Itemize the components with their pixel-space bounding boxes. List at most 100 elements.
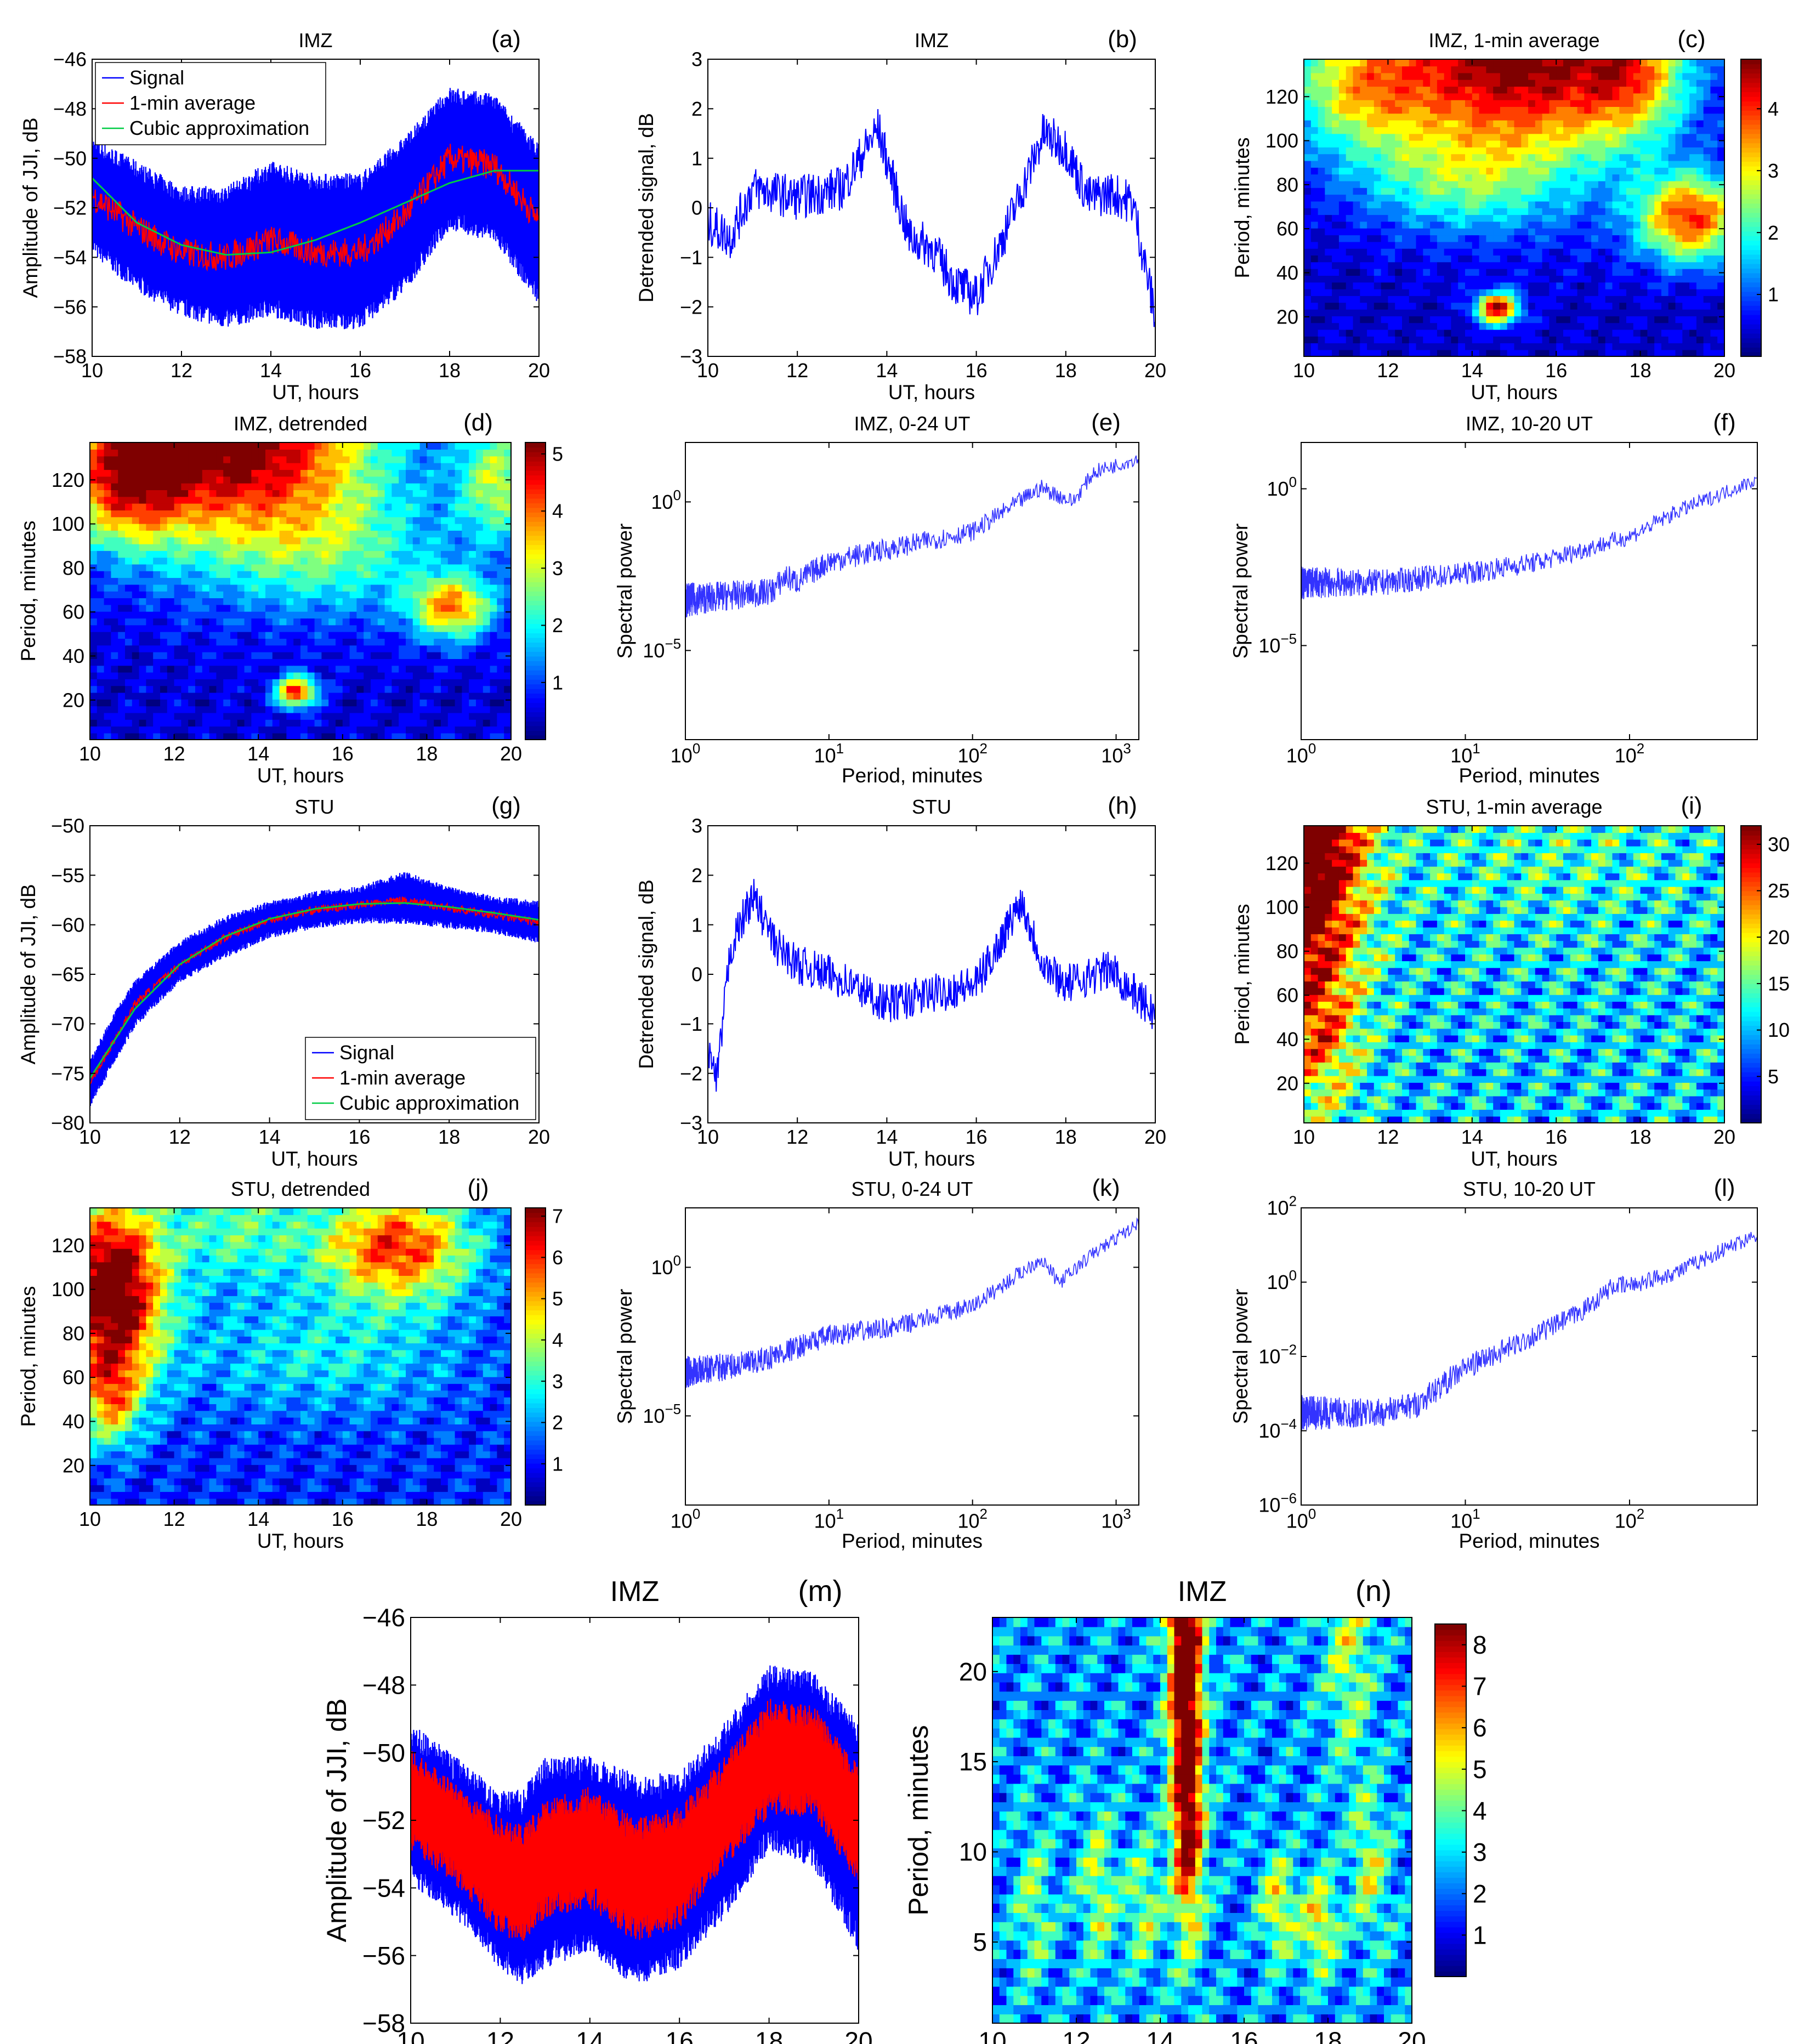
heatmap-cell (391, 571, 399, 578)
heatmap-cell (1626, 268, 1634, 276)
heatmap-cell (104, 733, 112, 740)
heatmap-cell (1605, 174, 1613, 181)
heatmap-cell (300, 679, 308, 686)
heatmap-cell (1332, 296, 1340, 303)
heatmap-cell (1486, 248, 1494, 256)
heatmap-cell (181, 543, 189, 551)
heatmap-cell (1591, 241, 1599, 249)
heatmap-cell (1346, 208, 1354, 215)
heatmap-cell (1689, 160, 1697, 168)
heatmap-cell (132, 516, 140, 524)
heatmap-cell (146, 604, 154, 612)
heatmap-cell (230, 503, 238, 510)
heatmap-cell (300, 476, 308, 484)
heatmap-cell (419, 537, 428, 544)
heatmap-cell (251, 733, 259, 740)
heatmap-cell (321, 624, 329, 632)
heatmap-cell (1640, 214, 1648, 222)
heatmap-cell (1696, 322, 1704, 330)
heatmap-cell (1647, 66, 1655, 73)
heatmap-cell (1640, 99, 1648, 107)
heatmap-cell (1472, 208, 1480, 215)
heatmap-cell (1521, 133, 1529, 141)
heatmap-cell (1717, 113, 1724, 121)
heatmap-cell (427, 692, 434, 700)
heatmap-cell (1549, 160, 1557, 168)
heatmap-cell (399, 503, 406, 510)
heatmap-cell (230, 733, 238, 740)
heatmap-cell (1381, 262, 1389, 269)
heatmap-cell (1338, 336, 1347, 344)
heatmap-cell (342, 557, 350, 565)
colorbar-cell (1741, 305, 1761, 311)
heatmap-cell (1556, 235, 1564, 242)
heatmap-cell (237, 719, 245, 727)
heatmap-cell (1556, 188, 1564, 195)
heatmap-cell (272, 456, 280, 463)
heatmap-cell (419, 449, 428, 457)
heatmap-cell (251, 726, 259, 734)
heatmap-cell (1451, 235, 1459, 242)
heatmap-cell (321, 503, 329, 510)
heatmap-cell (1409, 174, 1417, 181)
heatmap-cell (1633, 133, 1641, 141)
heatmap-cell (1668, 66, 1676, 73)
heatmap-cell (307, 692, 315, 700)
heatmap-cell (1346, 174, 1354, 181)
heatmap-cell (1654, 349, 1662, 356)
heatmap-cell (223, 564, 231, 571)
heatmap-cell (300, 510, 308, 518)
heatmap-cell (1367, 262, 1375, 269)
heatmap-cell (237, 557, 245, 565)
heatmap-cell (391, 476, 399, 484)
heatmap-cell (356, 510, 364, 518)
heatmap-cell (342, 591, 350, 599)
heatmap-cell (1661, 133, 1669, 141)
heatmap-cell (1563, 322, 1571, 330)
heatmap-cell (1689, 349, 1697, 356)
y-tick-label: 3 (691, 48, 702, 71)
heatmap-cell (1451, 316, 1459, 323)
heatmap-cell (1675, 194, 1683, 202)
heatmap-cell (132, 631, 140, 639)
heatmap-cell (104, 672, 112, 679)
heatmap-cell (1514, 93, 1522, 100)
heatmap-cell (1402, 235, 1410, 242)
heatmap-cell (167, 571, 175, 578)
heatmap-cell (1472, 180, 1480, 188)
heatmap-cell (1703, 140, 1711, 147)
heatmap-cell (244, 672, 252, 679)
heatmap-cell (293, 584, 301, 592)
heatmap-cell (1563, 174, 1571, 181)
heatmap-cell (188, 638, 196, 646)
heatmap-cell (356, 624, 364, 632)
heatmap-cell (1696, 160, 1704, 168)
heatmap-cell (1374, 93, 1382, 100)
heatmap-cell (1549, 106, 1557, 114)
heatmap-cell (419, 516, 428, 524)
heatmap-cell (399, 665, 406, 673)
heatmap-cell (1310, 316, 1319, 323)
heatmap-cell (209, 537, 217, 544)
heatmap-cell (251, 712, 259, 720)
heatmap-cell (1619, 329, 1627, 337)
heatmap-cell (174, 618, 182, 626)
heatmap-cell (1318, 140, 1326, 147)
heatmap-cell (202, 530, 210, 538)
heatmap-cell (336, 685, 343, 693)
heatmap-cell (132, 523, 140, 531)
heatmap-cell (1310, 336, 1319, 344)
heatmap-cell (1360, 255, 1367, 263)
heatmap-cell (1402, 241, 1410, 249)
heatmap-cell (427, 733, 434, 740)
heatmap-cell (1486, 343, 1494, 350)
heatmap-cell (1465, 113, 1473, 121)
heatmap-cell (1668, 106, 1676, 114)
heatmap-cell (1703, 255, 1711, 263)
heatmap-cell (1332, 180, 1340, 188)
heatmap-cell (230, 564, 238, 571)
heatmap-cell (1437, 241, 1445, 249)
heatmap-cell (1346, 154, 1354, 161)
heatmap-cell (1717, 59, 1724, 67)
heatmap-cell (1325, 80, 1332, 87)
